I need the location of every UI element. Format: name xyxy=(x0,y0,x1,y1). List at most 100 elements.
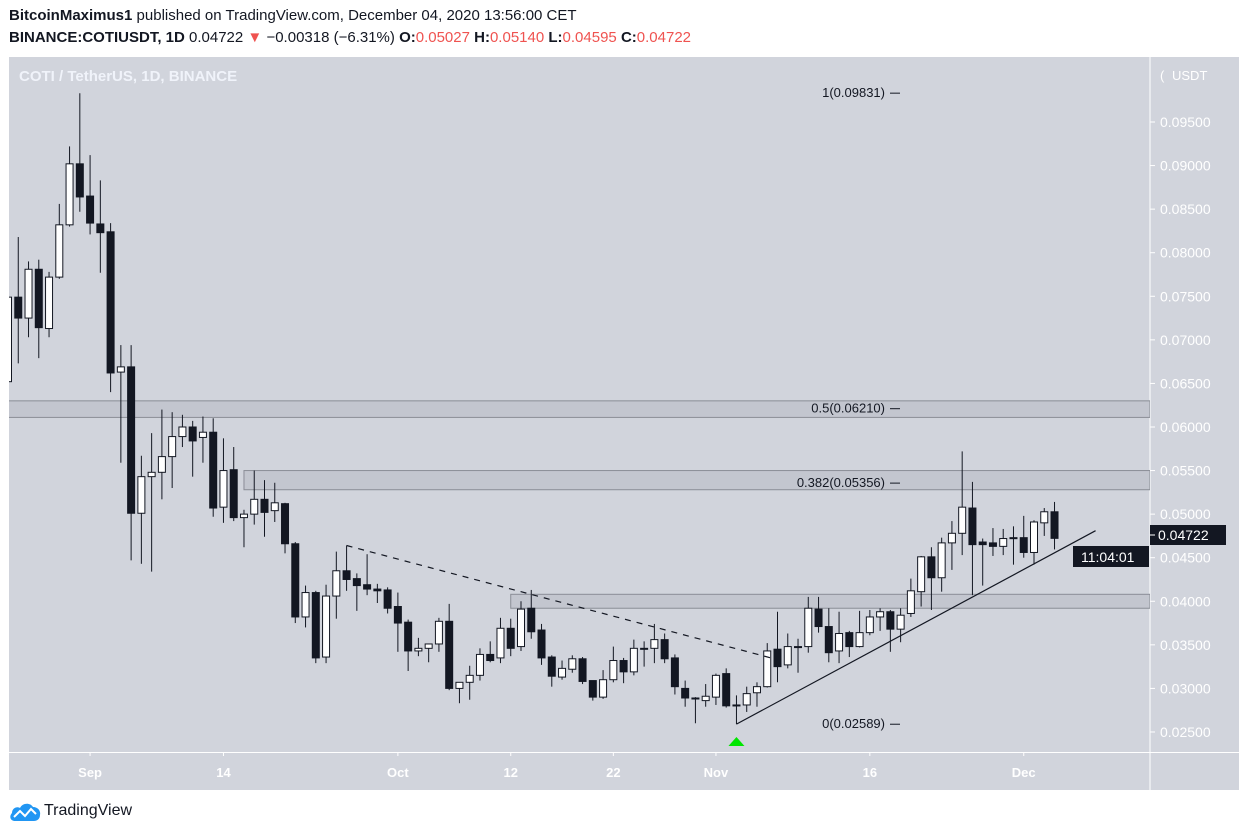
candle-up xyxy=(650,623,659,664)
candle-body xyxy=(650,639,659,649)
candle-body xyxy=(373,588,382,592)
candle-down xyxy=(845,630,854,658)
candle-body xyxy=(281,503,290,545)
candle-down xyxy=(86,155,95,235)
candle-down xyxy=(127,345,136,561)
candle-body xyxy=(270,502,279,512)
candle-up xyxy=(865,609,874,636)
price-tick-label: 0.09000 xyxy=(1160,158,1211,174)
low-label: L: xyxy=(548,29,563,46)
candle-body xyxy=(722,673,731,707)
candle-up xyxy=(517,601,525,651)
price-tick-label: 0.03000 xyxy=(1160,680,1211,696)
candle-down xyxy=(342,545,351,591)
candle-down xyxy=(578,657,587,685)
fib-level-label: 0(0.02589) xyxy=(822,716,885,731)
time-tick-label: Sep xyxy=(78,765,102,780)
candle-body xyxy=(96,223,105,234)
candle-body xyxy=(1009,537,1018,540)
candle-up xyxy=(711,673,720,705)
candle-body xyxy=(496,627,505,659)
candle-down xyxy=(34,259,43,359)
price-tick-label: 0.08000 xyxy=(1160,245,1211,261)
candle-body xyxy=(506,627,515,649)
candle-up xyxy=(434,617,443,652)
candle-body xyxy=(352,578,361,587)
candle-down xyxy=(281,502,290,554)
candle-body xyxy=(558,667,567,678)
candle-body xyxy=(1030,521,1038,553)
price-tick-label: 0.06500 xyxy=(1160,375,1211,391)
bar-countdown: 11:04:01 xyxy=(1081,549,1135,565)
candle-body xyxy=(958,506,967,534)
candle-up xyxy=(332,551,341,619)
candle-down xyxy=(537,623,546,665)
candle-down xyxy=(209,418,218,517)
markers-layer xyxy=(728,737,745,746)
candle-body xyxy=(383,589,392,609)
candle-up xyxy=(855,610,864,648)
price-tick-label: 0.07000 xyxy=(1160,332,1211,348)
candle-body xyxy=(445,620,454,689)
candle-up xyxy=(424,643,433,663)
price-tick-label: 0.05000 xyxy=(1160,506,1211,522)
candle-body xyxy=(763,650,772,688)
candle-down xyxy=(14,237,23,364)
price-tick-label: 0.05500 xyxy=(1160,463,1211,479)
candle-up xyxy=(475,648,484,681)
candle-body xyxy=(732,704,741,707)
candle-down xyxy=(363,554,372,596)
candle-down xyxy=(393,592,402,652)
tradingview-brand[interactable]: TradingView xyxy=(9,800,132,822)
candle-body xyxy=(178,426,187,438)
open-value: 0.05027 xyxy=(415,29,470,46)
candle-up xyxy=(701,684,710,707)
candle-body xyxy=(599,679,608,698)
candle-body xyxy=(773,648,782,668)
candle-body xyxy=(937,542,946,579)
candle-body xyxy=(865,616,874,634)
last-price: 0.04722 xyxy=(189,29,244,46)
candle-body xyxy=(434,620,443,645)
candle-body xyxy=(629,647,638,673)
candle-body xyxy=(229,469,238,519)
candle-up xyxy=(947,521,956,570)
resistance-zone xyxy=(510,593,1150,609)
price-axis[interactable]: ( USDT 0.02500 0.03000 0.03500 0.04000 0.045… xyxy=(1150,68,1211,740)
candle-body xyxy=(137,476,146,514)
candle-down xyxy=(1050,501,1059,550)
low-value: 0.04595 xyxy=(562,29,617,46)
candle-down xyxy=(886,609,895,652)
candle-down xyxy=(445,603,454,691)
candle-up xyxy=(9,296,12,383)
candle-body xyxy=(219,470,228,508)
open-label: O: xyxy=(399,29,416,46)
candle-up xyxy=(1009,526,1018,565)
candle-body xyxy=(168,436,177,458)
candle-body xyxy=(527,607,536,633)
candle-body xyxy=(404,621,413,652)
candle-up xyxy=(599,670,608,699)
candle-body xyxy=(876,611,885,618)
candle-body xyxy=(947,532,956,544)
candle-up xyxy=(301,585,310,628)
candle-down xyxy=(660,633,669,664)
candle-down xyxy=(588,680,597,701)
zones-layer xyxy=(9,400,1150,609)
candle-up xyxy=(783,633,792,669)
candle-down xyxy=(640,641,649,667)
time-axis[interactable]: Sep 14 Oct 12 22 Nov 16 Dec xyxy=(78,752,1036,780)
price-tick-label: 0.06000 xyxy=(1160,419,1211,435)
author-name[interactable]: BitcoinMaximus1 xyxy=(9,7,133,24)
candle-up xyxy=(496,617,505,664)
candle-body xyxy=(855,632,864,648)
price-tick-label: 0.08500 xyxy=(1160,201,1211,217)
candle-up xyxy=(876,608,885,631)
candle-body xyxy=(1050,511,1059,539)
candle-up xyxy=(917,555,926,607)
publish-text: published on TradingView.com, December 0… xyxy=(136,7,577,24)
candle-body xyxy=(988,542,997,547)
candle-body xyxy=(886,611,895,630)
candle-body xyxy=(250,498,259,515)
